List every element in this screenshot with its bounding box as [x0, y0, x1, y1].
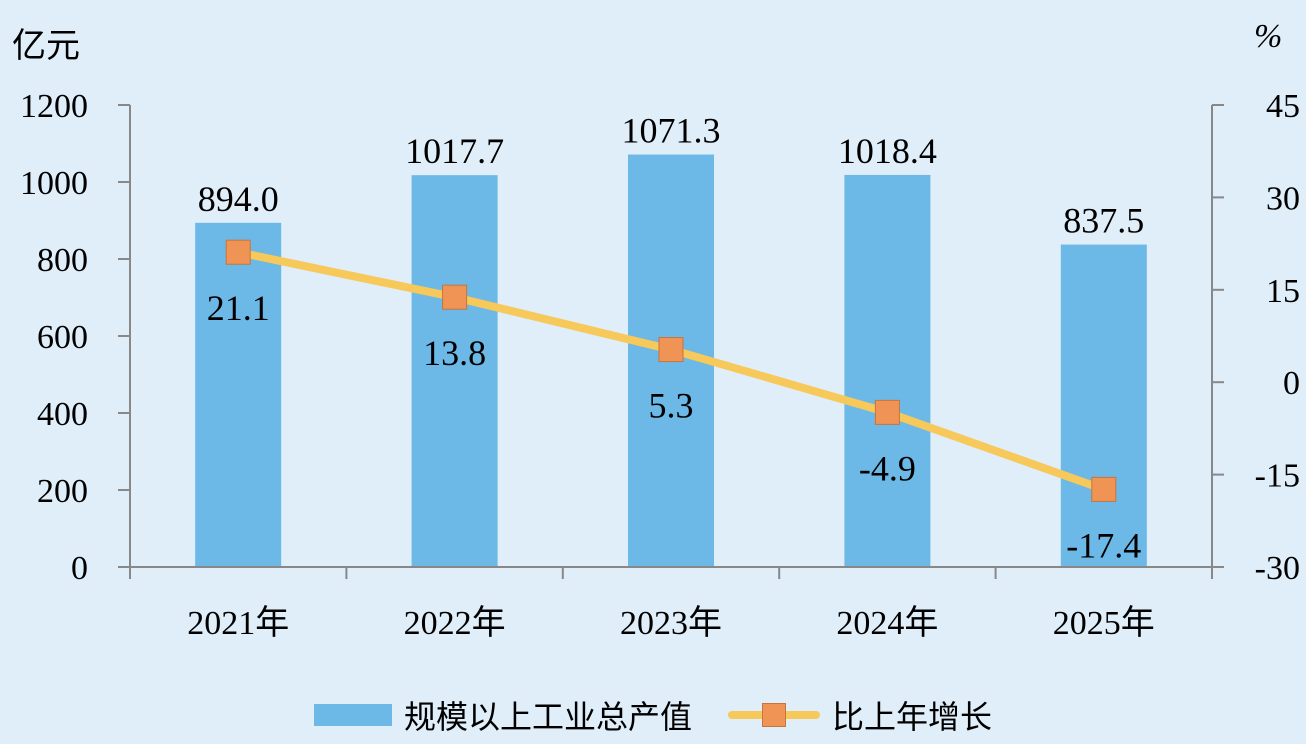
x-tick-label-3: 2024年	[836, 604, 938, 642]
x-tick-label-1: 2022年	[404, 604, 506, 642]
left-tick-label-1200: 1200	[20, 88, 88, 125]
right-tick-label--15: -15	[1255, 458, 1300, 495]
legend-bar-swatch	[313, 704, 392, 726]
left-tick-label-0: 0	[71, 550, 88, 587]
right-tick-label-0: 0	[1283, 365, 1300, 402]
bar-0	[195, 222, 282, 567]
left-tick-label-1000: 1000	[20, 165, 88, 202]
legend-item-line: 比上年增长	[728, 692, 992, 738]
growth-value-label-3: -4.9	[859, 448, 916, 488]
bar-value-label-0: 894.0	[198, 179, 279, 219]
left-tick-label-600: 600	[37, 319, 88, 356]
legend: 规模以上工业总产值 比上年增长	[0, 690, 1306, 740]
right-tick-label-45: 45	[1266, 88, 1300, 125]
bar-value-label-3: 1018.4	[838, 131, 937, 171]
x-tick-label-2: 2023年	[620, 604, 722, 642]
left-tick-label-400: 400	[37, 396, 88, 433]
left-tick-label-200: 200	[37, 473, 88, 510]
growth-marker-4	[1091, 476, 1117, 502]
growth-marker-2	[658, 337, 684, 363]
bar-1	[411, 175, 498, 568]
growth-value-label-4: -17.4	[1066, 525, 1141, 565]
x-tick-label-4: 2025年	[1053, 604, 1155, 642]
right-tick-label--30: -30	[1255, 550, 1300, 587]
right-axis-unit: %	[1254, 18, 1283, 55]
x-tick-label-0: 2021年	[187, 604, 289, 642]
left-axis-unit: 亿元	[12, 26, 80, 66]
bar-4	[1060, 244, 1147, 567]
growth-marker-0	[225, 239, 251, 265]
growth-marker-1	[442, 284, 468, 310]
bar-value-label-4: 837.5	[1063, 201, 1144, 241]
growth-marker-3	[874, 399, 900, 425]
right-tick-label-30: 30	[1266, 180, 1300, 217]
growth-value-label-2: 5.3	[649, 386, 694, 426]
growth-value-label-1: 13.8	[423, 333, 486, 373]
bar-value-label-1: 1017.7	[405, 131, 504, 171]
legend-line-swatch	[728, 700, 820, 730]
right-tick-label-15: 15	[1266, 273, 1300, 310]
legend-label-bar: 规模以上工业总产值	[403, 698, 692, 736]
left-tick-label-800: 800	[37, 242, 88, 279]
legend-label-line: 比上年增长	[832, 698, 993, 736]
bar-3	[844, 174, 931, 567]
growth-value-label-0: 21.1	[207, 288, 270, 328]
bar-value-label-2: 1071.3	[622, 111, 721, 151]
legend-item-bar: 规模以上工业总产值	[313, 692, 692, 738]
